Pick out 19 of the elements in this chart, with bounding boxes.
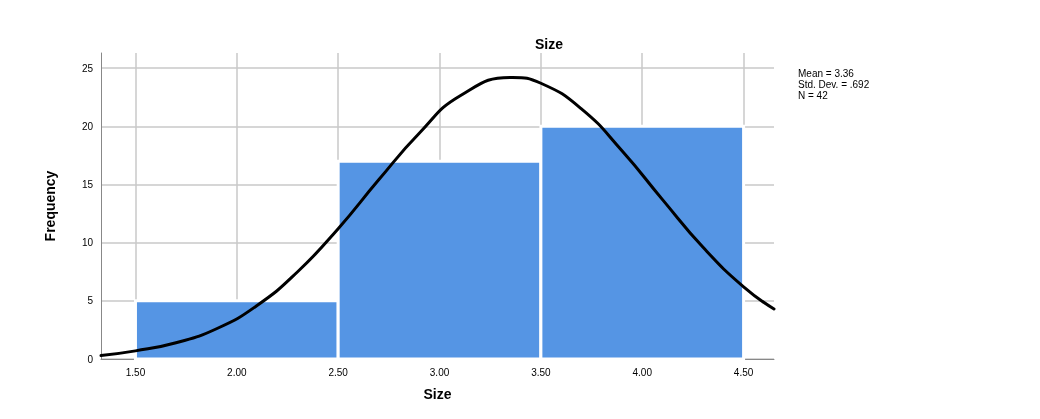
y-tick-label: 5 [87,295,94,307]
text: Std. Dev. = .692 [798,78,870,90]
chart-title: Size [534,36,564,52]
x-tick-label: 2.00 [227,366,247,378]
y-axis-title: Frequency [42,170,58,242]
x-tick-label: 1.50 [125,366,146,378]
x-axis-title: Size [423,386,452,402]
x-tick-label: 2.50 [328,366,349,378]
y-tick-label: 10 [81,237,94,249]
y-tick-label: 15 [81,178,94,190]
y-tick-label: 25 [81,62,94,74]
y-tick-label: 0 [87,353,94,365]
x-tick-label: 3.50 [531,366,552,378]
x-tick-label: 4.50 [733,366,754,378]
text: Mean = 3.36 [798,67,855,79]
x-tick-label: 4.00 [632,366,653,378]
y-tick-label: 20 [81,120,94,132]
text: N = 42 [798,89,829,101]
x-tick-label: 3.00 [429,366,450,378]
